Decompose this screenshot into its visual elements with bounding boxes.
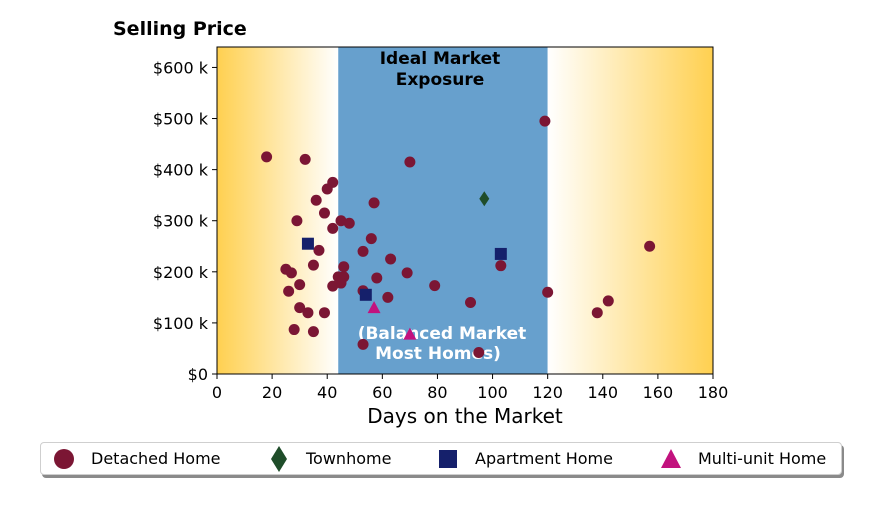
point-detached-home <box>401 267 413 279</box>
point-apartment-home <box>301 237 314 250</box>
circle-marker-icon <box>51 446 77 472</box>
point-detached-home <box>299 153 311 165</box>
point-detached-home <box>327 222 339 234</box>
legend-label-apartment-home: Apartment Home <box>475 449 613 468</box>
x-tick-label: 0 <box>212 383 222 402</box>
point-detached-home <box>288 324 300 336</box>
diamond-marker-icon <box>266 445 292 472</box>
point-detached-home <box>318 307 330 319</box>
x-tick-label: 100 <box>477 383 508 402</box>
point-detached-home <box>327 280 339 292</box>
point-detached-home <box>338 261 350 273</box>
point-detached-home <box>343 217 355 229</box>
point-detached-home <box>285 267 297 279</box>
x-tick-label: 140 <box>588 383 619 402</box>
band-label-top-line-2: Exposure <box>396 70 485 90</box>
x-tick-label: 80 <box>427 383 447 402</box>
band-label-bottom-line-2: Most Homes) <box>375 344 501 364</box>
point-detached-home <box>542 286 554 298</box>
point-detached-home <box>261 151 273 163</box>
point-detached-home <box>291 215 303 227</box>
x-tick-label: 180 <box>698 383 729 402</box>
point-detached-home <box>335 215 347 227</box>
point-detached-home <box>591 307 603 319</box>
point-detached-home <box>539 115 551 127</box>
market-bands <box>217 47 713 374</box>
band-label-top-line-1: Ideal Market <box>380 49 501 69</box>
y-tick-label: $200 k <box>153 263 209 282</box>
point-detached-home <box>385 253 397 265</box>
point-detached-home <box>294 279 306 291</box>
legend-label-detached-home: Detached Home <box>91 449 221 468</box>
x-tick-label: 60 <box>372 383 392 402</box>
x-tick-label: 160 <box>643 383 674 402</box>
point-detached-home <box>310 194 322 206</box>
y-axis: $0 $100 k $200 k $300 k $400 k $500 k $600 k <box>153 58 217 384</box>
point-townhome <box>479 191 490 207</box>
legend-label-multi-unit-home: Multi-unit Home <box>698 449 827 468</box>
point-detached-home <box>465 296 477 308</box>
x-tick-label: 120 <box>532 383 563 402</box>
point-detached-home <box>302 307 314 319</box>
point-detached-home <box>495 260 507 272</box>
legend-label-townhome: Townhome <box>306 449 392 468</box>
point-detached-home <box>294 302 306 314</box>
legend-item-townhome: Townhome <box>266 443 391 474</box>
data-points <box>261 115 656 359</box>
x-tick-label: 20 <box>262 383 282 402</box>
x-axis: 0 20 40 60 80 100 120 140 160 180 <box>212 374 728 402</box>
triangle-marker-icon <box>658 446 684 472</box>
y-tick-label: $100 k <box>153 314 209 333</box>
point-detached-home <box>283 285 295 297</box>
point-multi-unit-home <box>367 301 381 314</box>
market-band-0 <box>217 47 339 374</box>
y-tick-label: $600 k <box>153 58 209 77</box>
x-axis-label: Days on the Market <box>367 404 563 428</box>
point-detached-home <box>382 291 394 303</box>
x-tick-label: 40 <box>317 383 337 402</box>
point-apartment-home <box>494 247 507 260</box>
y-tick-label: $400 k <box>153 161 209 180</box>
point-detached-home <box>371 272 383 284</box>
point-detached-home <box>368 197 380 209</box>
point-detached-home <box>321 183 333 195</box>
point-detached-home <box>357 338 369 350</box>
point-detached-home <box>365 233 377 245</box>
point-detached-home <box>313 244 325 256</box>
point-detached-home <box>473 347 485 359</box>
band-label-bottom-line-1: (Balanced Market <box>358 324 527 344</box>
y-tick-label: $300 k <box>153 212 209 231</box>
band-labels: Ideal Market Exposure (Balanced Market M… <box>358 49 527 364</box>
legend-item-apartment-home: Apartment Home <box>435 443 613 474</box>
market-band-2 <box>547 47 713 374</box>
plot-frame <box>216 46 714 375</box>
y-tick-label: $0 <box>188 365 208 384</box>
point-detached-home <box>429 280 441 292</box>
square-marker-icon <box>435 446 461 472</box>
point-detached-home <box>357 245 369 257</box>
point-detached-home <box>335 277 347 289</box>
point-detached-home <box>602 295 614 307</box>
legend: Detached Home Townhome Apartment Home Mu… <box>40 442 842 475</box>
point-apartment-home <box>359 288 372 301</box>
point-detached-home <box>644 240 656 252</box>
point-detached-home <box>318 207 330 219</box>
chart-title: Selling Price <box>113 18 247 40</box>
point-multi-unit-home <box>403 327 417 340</box>
market-band-1 <box>338 47 548 374</box>
y-tick-label: $500 k <box>153 110 209 129</box>
legend-item-detached-home: Detached Home <box>51 443 221 474</box>
scatter-chart: Ideal Market Exposure (Balanced Market M… <box>113 18 728 428</box>
point-detached-home <box>307 259 319 271</box>
legend-item-multi-unit-home: Multi-unit Home <box>658 443 826 474</box>
point-detached-home <box>404 156 416 168</box>
point-detached-home <box>307 326 319 338</box>
